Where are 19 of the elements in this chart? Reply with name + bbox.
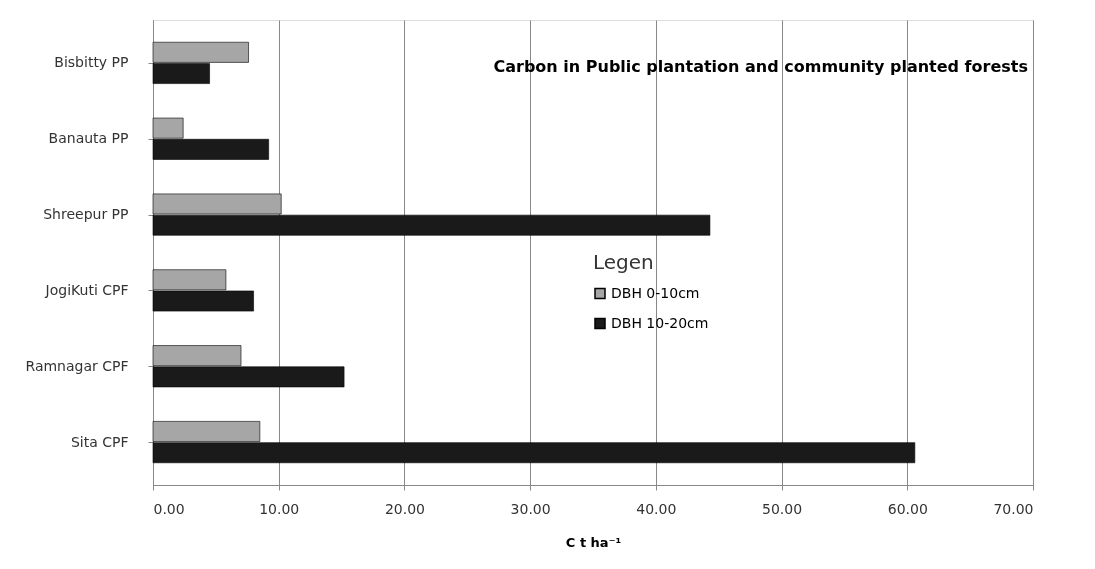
x-tick-label: 10.00: [259, 500, 300, 517]
y-tick-label: Ramnagar CPF: [25, 357, 129, 374]
text: Carbon in Public plantation and community planted forests: [493, 56, 1028, 76]
x-tick-label: 0.00: [153, 500, 185, 517]
x-tick-label: 40.00: [636, 500, 677, 517]
y-tick-label: JogiKuti CPF: [44, 281, 129, 298]
x-tick-label: 70.00: [993, 500, 1034, 517]
y-tick-label: Banauta PP: [48, 130, 129, 147]
x-tick-label: 60.00: [887, 500, 928, 517]
x-tick-label: 50.00: [762, 500, 803, 517]
legend-label: DBH 0-10cm: [611, 284, 700, 301]
legend-title: Legen: [593, 249, 654, 274]
x-axis-title: C t ha⁻¹: [565, 534, 622, 550]
legend-label: DBH 10-20cm: [611, 314, 709, 331]
y-tick-label: Sita CPF: [70, 433, 129, 450]
x-tick-label: 20.00: [384, 500, 425, 517]
x-tick-label: 30.00: [510, 500, 551, 517]
y-tick-label: Shreepur PP: [43, 206, 129, 223]
y-tick-label: Bisbitty PP: [54, 54, 129, 71]
